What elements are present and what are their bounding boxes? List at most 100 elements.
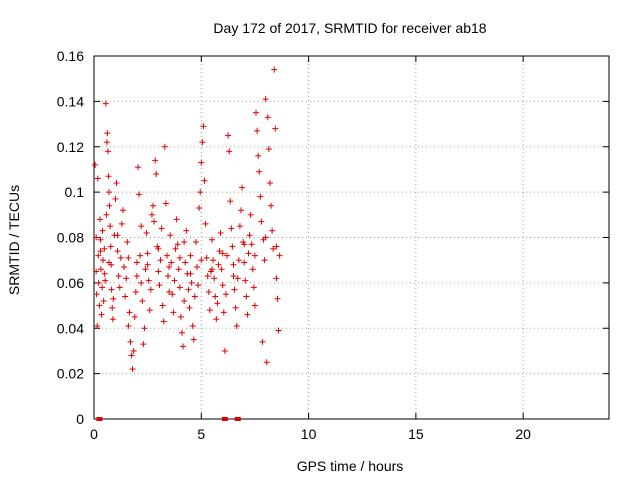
data-point [242, 277, 249, 284]
data-point [113, 180, 120, 187]
data-point [209, 236, 216, 243]
data-point [156, 282, 163, 289]
data-point [108, 286, 115, 293]
data-point [250, 284, 257, 291]
data-point [181, 239, 188, 246]
grid-lines [94, 56, 609, 419]
data-point [151, 218, 158, 225]
data-point [228, 225, 235, 232]
data-point [227, 198, 234, 205]
data-point [244, 311, 251, 318]
data-point [200, 123, 207, 130]
y-tick-label: 0.16 [57, 48, 84, 64]
data-point [245, 250, 252, 257]
data-point [107, 223, 114, 230]
plot-frame [93, 55, 610, 420]
data-point [102, 100, 109, 107]
x-tick-label: 15 [408, 426, 424, 442]
data-point [134, 164, 141, 171]
x-tick-label: 20 [515, 426, 531, 442]
data-point [191, 293, 198, 300]
data-point [174, 241, 181, 248]
y-tick-label: 0.06 [57, 275, 84, 291]
data-point [99, 284, 106, 291]
data-point [198, 159, 205, 166]
data-point [232, 304, 239, 311]
data-point [132, 288, 139, 295]
data-point [124, 239, 131, 246]
data-point [95, 279, 102, 286]
data-point [125, 254, 132, 261]
data-point [187, 270, 194, 277]
data-point [107, 243, 114, 250]
y-tick-label: 0.08 [57, 230, 84, 246]
data-point [204, 273, 211, 280]
data-point [241, 259, 248, 266]
data-point [92, 161, 99, 168]
data-point [213, 316, 220, 323]
data-point [104, 148, 111, 155]
data-point [226, 148, 233, 155]
data-point [112, 195, 119, 202]
data-point [249, 266, 256, 273]
data-point [185, 286, 192, 293]
data-point [266, 180, 273, 187]
data-point [231, 286, 238, 293]
data-point [110, 295, 117, 302]
data-point [93, 234, 100, 241]
data-point [142, 266, 149, 273]
data-point [268, 202, 275, 209]
data-point [265, 146, 272, 153]
data-point [109, 316, 116, 323]
data-point [251, 252, 258, 259]
data-point [210, 257, 217, 264]
data-point [246, 232, 253, 239]
data-point [94, 322, 101, 329]
data-point [150, 202, 157, 209]
y-tick-label: 0 [76, 411, 84, 427]
data-point [146, 307, 153, 314]
data-point [192, 239, 199, 246]
data-point [166, 263, 173, 270]
data-point [264, 114, 271, 121]
data-point [114, 232, 121, 239]
baseline-point [221, 417, 228, 421]
x-tick-label: 5 [197, 426, 205, 442]
data-point [100, 257, 107, 264]
data-point [97, 248, 104, 255]
data-point [126, 309, 133, 316]
data-point [187, 252, 194, 259]
data-point [155, 268, 162, 275]
x-axis-label: GPS time / hours [297, 458, 404, 474]
data-point [224, 252, 231, 259]
data-point [263, 359, 270, 366]
data-point [160, 318, 167, 325]
data-point [180, 343, 187, 350]
data-point [202, 220, 209, 227]
data-point [248, 241, 255, 248]
data-point [152, 157, 159, 164]
data-point [114, 248, 121, 255]
data-point [168, 259, 175, 266]
data-point [177, 313, 184, 320]
data-point [98, 311, 105, 318]
data-point [178, 329, 185, 336]
data-point [172, 245, 179, 252]
data-point [101, 270, 108, 277]
data-point [158, 225, 165, 232]
data-point [145, 277, 152, 284]
data-point [97, 266, 104, 273]
data-point [247, 211, 254, 218]
data-point [251, 302, 258, 309]
axis-ticks: 0 0.02 0.04 0.06 0.08 0.1 0.12 0.14 0.16 0 5 10 15 20 [57, 48, 609, 442]
data-point [218, 266, 225, 273]
data-point [169, 291, 176, 298]
data-point [233, 322, 240, 329]
data-point [173, 216, 180, 223]
data-point [133, 259, 140, 266]
data-point [195, 282, 202, 289]
data-point [123, 275, 130, 282]
data-point [222, 291, 229, 298]
y-tick-label: 0.12 [57, 139, 84, 155]
